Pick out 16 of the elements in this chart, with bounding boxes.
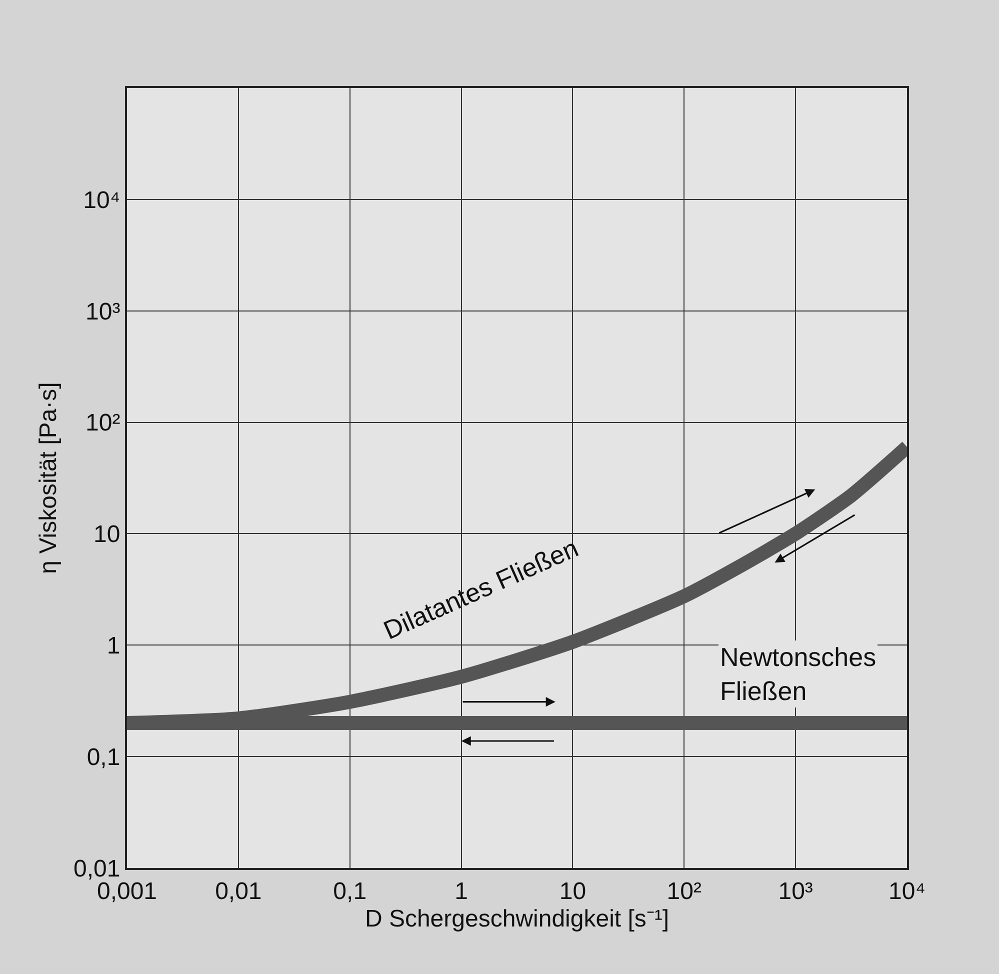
series-label: Newtonsches Fließen xyxy=(720,642,876,706)
y-tick-label: 10 xyxy=(93,521,120,548)
y-axis-title: η Viskosität [Pa·s] xyxy=(35,382,62,574)
x-axis-title: D Schergeschwindigkeit [s⁻¹] xyxy=(364,906,670,933)
x-tick-label: 10⁴ xyxy=(888,878,926,905)
y-tick-label: 10² xyxy=(86,410,120,437)
x-tick-label: 10² xyxy=(666,878,702,905)
y-tick-label: 10⁴ xyxy=(83,186,120,214)
x-tick-label: 0,1 xyxy=(333,878,367,905)
x-tick-label: 0,01 xyxy=(215,878,262,905)
y-tick-label: 1 xyxy=(106,632,120,660)
x-tick-label: 10 xyxy=(559,878,586,905)
y-tick-label: 10³ xyxy=(86,298,120,326)
y-tick-label: 0,1 xyxy=(86,744,120,771)
x-tick-label: 10³ xyxy=(778,878,813,905)
x-tick-label: 1 xyxy=(454,878,468,905)
